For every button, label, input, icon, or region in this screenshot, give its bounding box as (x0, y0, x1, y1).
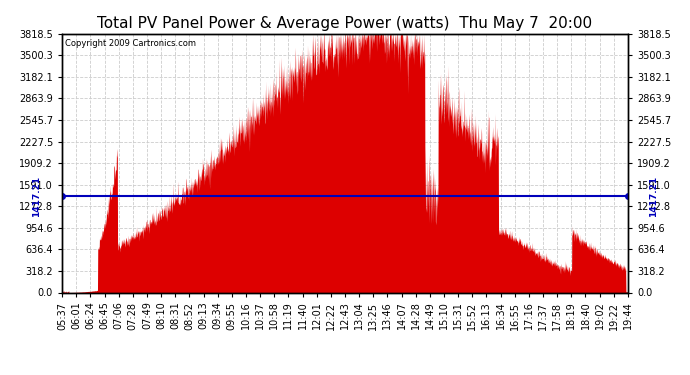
Text: 1417.21: 1417.21 (32, 176, 41, 217)
Text: 1417.21: 1417.21 (649, 176, 658, 217)
Text: Copyright 2009 Cartronics.com: Copyright 2009 Cartronics.com (65, 39, 196, 48)
Title: Total PV Panel Power & Average Power (watts)  Thu May 7  20:00: Total PV Panel Power & Average Power (wa… (97, 16, 593, 31)
